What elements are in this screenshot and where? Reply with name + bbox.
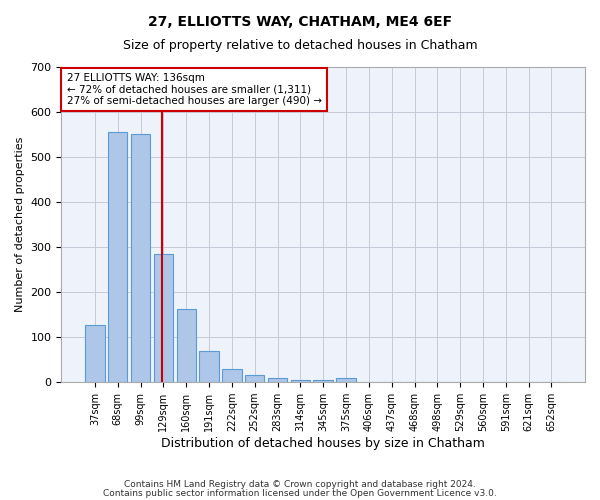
Bar: [85, 326, 104, 382]
Text: 27, ELLIOTTS WAY, CHATHAM, ME4 6EF: 27, ELLIOTTS WAY, CHATHAM, ME4 6EF: [148, 15, 452, 29]
Bar: [222, 369, 242, 382]
Bar: [154, 254, 173, 382]
Bar: [245, 374, 265, 382]
Text: Contains HM Land Registry data © Crown copyright and database right 2024.: Contains HM Land Registry data © Crown c…: [124, 480, 476, 489]
X-axis label: Distribution of detached houses by size in Chatham: Distribution of detached houses by size …: [161, 437, 485, 450]
Bar: [199, 350, 219, 382]
Bar: [313, 380, 333, 382]
Y-axis label: Number of detached properties: Number of detached properties: [15, 136, 25, 312]
Bar: [290, 380, 310, 382]
Text: Contains public sector information licensed under the Open Government Licence v3: Contains public sector information licen…: [103, 490, 497, 498]
Text: Size of property relative to detached houses in Chatham: Size of property relative to detached ho…: [122, 39, 478, 52]
Bar: [337, 378, 356, 382]
Bar: [108, 132, 127, 382]
Bar: [176, 308, 196, 382]
Text: 27 ELLIOTTS WAY: 136sqm
← 72% of detached houses are smaller (1,311)
27% of semi: 27 ELLIOTTS WAY: 136sqm ← 72% of detache…: [67, 73, 322, 106]
Bar: [131, 134, 150, 382]
Bar: [268, 378, 287, 382]
